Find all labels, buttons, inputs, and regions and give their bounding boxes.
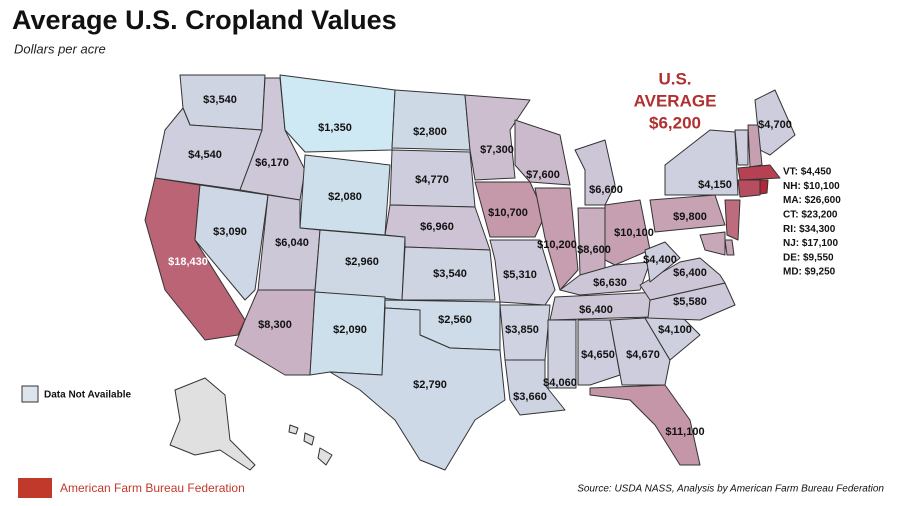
value-label: $11,100 — [665, 426, 704, 438]
legend-swatch — [21, 385, 39, 403]
value-label: $10,100 — [614, 227, 654, 239]
state — [609, 317, 671, 386]
state — [474, 181, 546, 238]
value-label: $3,660 — [513, 391, 547, 403]
value-label: $1,350 — [318, 122, 352, 134]
source: Source: USDA NASS, Analysis by American … — [577, 484, 884, 495]
value-label: $5,310 — [503, 269, 537, 281]
us-map — [144, 74, 796, 471]
value-label: $6,630 — [593, 277, 627, 289]
value-label: $4,670 — [626, 349, 660, 361]
value-label: $4,150 — [698, 179, 732, 191]
value-label: $5,580 — [673, 296, 707, 308]
value-label: $6,400 — [579, 304, 613, 316]
callout-label: NJ: $17,100 — [783, 238, 838, 249]
state — [604, 199, 651, 266]
state — [234, 289, 316, 376]
value-label: $3,540 — [203, 94, 237, 106]
logo — [18, 478, 52, 498]
value-label: $8,600 — [577, 244, 611, 256]
state — [734, 129, 749, 166]
value-label: $2,960 — [345, 256, 379, 268]
state — [747, 124, 763, 168]
callout-label: VT: $4,450 — [783, 167, 832, 178]
value-label: $2,080 — [328, 191, 362, 203]
value-label: $7,600 — [526, 169, 560, 181]
state — [649, 194, 726, 233]
value-label: $6,960 — [420, 221, 454, 233]
value-label: $4,700 — [758, 119, 792, 131]
title: Average U.S. Cropland Values — [12, 5, 397, 35]
state — [534, 187, 579, 291]
value-label: $7,300 — [480, 144, 514, 156]
value-label: $4,770 — [415, 174, 449, 186]
value-label: $10,200 — [537, 239, 577, 251]
value-label: $3,540 — [433, 268, 467, 280]
value-label: $4,650 — [581, 349, 615, 361]
value-label: $6,170 — [255, 157, 289, 169]
state — [577, 207, 606, 276]
value-label: $2,800 — [413, 126, 447, 138]
callout-label: MD: $9,250 — [783, 267, 836, 278]
state — [194, 184, 269, 301]
hawaii — [288, 424, 299, 435]
state — [759, 179, 769, 195]
hawaii — [303, 432, 315, 446]
state — [577, 319, 621, 386]
state — [724, 239, 735, 256]
value-label: $4,540 — [188, 149, 222, 161]
value-label: $4,100 — [658, 324, 692, 336]
callout-label: DE: $9,550 — [783, 252, 834, 263]
state — [514, 119, 571, 186]
callout-label: CT: $23,200 — [783, 210, 838, 221]
callout-label: RI: $34,300 — [783, 224, 836, 235]
state — [504, 359, 566, 416]
state — [724, 199, 741, 241]
hawaii — [317, 447, 333, 466]
state — [329, 307, 506, 471]
org-name: American Farm Bureau Federation — [60, 481, 245, 495]
value-label: $2,790 — [413, 379, 447, 391]
value-label: $8,300 — [258, 319, 292, 331]
average-heading: AVERAGE — [634, 91, 717, 110]
value-label: $6,400 — [673, 267, 707, 279]
subtitle: Dollars per acre — [14, 41, 106, 56]
value-label: $18,430 — [168, 256, 208, 268]
value-label: $6,600 — [589, 184, 623, 196]
state — [391, 89, 471, 151]
state — [644, 241, 681, 283]
value-label: $2,090 — [333, 324, 367, 336]
value-label: $6,040 — [275, 237, 309, 249]
state — [464, 94, 531, 181]
value-label: $3,850 — [505, 324, 539, 336]
value-label: $3,090 — [213, 226, 247, 238]
alaska — [169, 377, 256, 471]
value-label: $4,060 — [543, 377, 577, 389]
state — [279, 74, 396, 153]
value-label: $9,800 — [673, 211, 707, 223]
average-heading: U.S. — [658, 69, 691, 88]
callout-label: NH: $10,100 — [783, 181, 840, 192]
state — [737, 164, 781, 181]
state — [699, 231, 726, 256]
state — [547, 319, 577, 389]
state — [664, 129, 739, 196]
value-label: $2,560 — [438, 314, 472, 326]
state — [401, 246, 496, 301]
callout-label: MA: $26,600 — [783, 195, 841, 206]
legend-label: Data Not Available — [44, 390, 131, 401]
state — [737, 179, 761, 198]
state — [589, 384, 701, 466]
average-value: $6,200 — [649, 113, 701, 132]
value-label: $4,400 — [643, 254, 677, 266]
value-label: $10,700 — [488, 207, 528, 219]
state — [639, 257, 726, 301]
